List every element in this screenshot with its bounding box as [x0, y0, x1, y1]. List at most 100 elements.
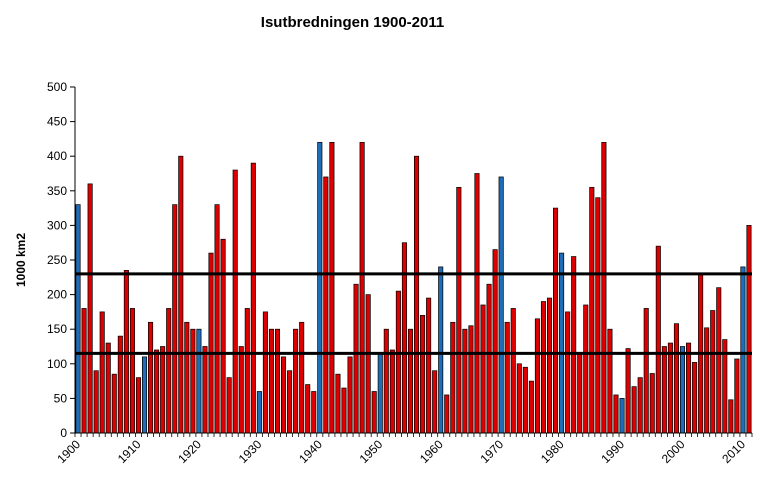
- bar-1958: [426, 297, 432, 434]
- bar-1923: [214, 204, 220, 434]
- bar-1964: [462, 328, 468, 434]
- bar-1934: [281, 356, 287, 434]
- bar-1922: [208, 252, 214, 434]
- bar-1937: [299, 321, 305, 434]
- bar-1949: [371, 391, 377, 434]
- bar-1907: [117, 335, 123, 434]
- bar-1943: [335, 373, 341, 434]
- bar-1978: [546, 297, 553, 434]
- bar-1900: [75, 204, 81, 434]
- y-tick-label: 200: [47, 288, 67, 302]
- bar-2009: [734, 358, 740, 434]
- bar-1980: [559, 252, 565, 434]
- bar-1954: [401, 242, 407, 434]
- bar-1995: [649, 373, 655, 434]
- bar-1976: [534, 318, 540, 434]
- bar-1965: [468, 325, 474, 434]
- bar-1968: [486, 283, 492, 434]
- bar-1946: [353, 283, 359, 434]
- bar-1935: [287, 370, 293, 434]
- bar-1917: [178, 155, 184, 434]
- bar-1926: [232, 169, 238, 434]
- bar-1910: [135, 377, 141, 434]
- x-tick-label: 1910: [115, 437, 144, 466]
- bar-1988: [607, 328, 613, 434]
- y-tick-label: 250: [47, 253, 67, 267]
- y-tick-label: 450: [47, 115, 67, 129]
- bar-1920: [196, 328, 202, 434]
- bar-1929: [250, 162, 256, 434]
- bar-1959: [432, 370, 438, 434]
- x-tick-label: 1900: [54, 437, 83, 466]
- bar-2001: [686, 342, 692, 434]
- bar-1952: [389, 349, 395, 434]
- bar-1992: [631, 386, 637, 434]
- bar-1973: [516, 363, 522, 434]
- bar-1951: [383, 328, 389, 434]
- bar-1918: [184, 321, 190, 434]
- bar-1927: [238, 346, 244, 434]
- bar-1987: [601, 142, 607, 434]
- x-tick-label: 2000: [659, 437, 688, 466]
- y-tick-label: 50: [54, 391, 68, 405]
- bar-1906: [111, 373, 117, 434]
- bar-1925: [226, 377, 232, 434]
- y-tick-label: 350: [47, 184, 67, 198]
- bar-1972: [510, 308, 516, 434]
- y-tick-label: 100: [47, 357, 67, 371]
- bar-1997: [661, 346, 667, 434]
- bar-1915: [166, 308, 172, 434]
- x-tick-label: 1970: [477, 437, 506, 466]
- bar-1903: [93, 370, 99, 434]
- bar-2006: [716, 287, 722, 434]
- x-axis-ticks: 1900 1910 1920 1930 1940 1950 1960 1970 1980 1990…: [54, 433, 753, 466]
- bar-2011: [746, 225, 752, 434]
- bar-1991: [625, 348, 631, 434]
- bar-1914: [160, 346, 166, 434]
- bar-2008: [728, 399, 734, 434]
- bar-1984: [583, 304, 589, 434]
- bar-1983: [577, 353, 583, 434]
- y-axis-ticks: 0 50 100 150 200 250 300 350 400 450 500: [47, 80, 75, 440]
- bar-1945: [347, 356, 353, 434]
- bar-1911: [141, 356, 148, 434]
- bar-1902: [87, 183, 93, 434]
- bar-1971: [504, 321, 510, 434]
- x-tick-label: 1940: [296, 437, 325, 466]
- bar-1930: [256, 391, 262, 434]
- bar-1967: [480, 304, 486, 434]
- bar-1948: [365, 294, 371, 434]
- bar-1989: [613, 394, 619, 434]
- bar-1998: [667, 342, 673, 434]
- bar-1939: [311, 391, 317, 434]
- x-tick-label: 1980: [538, 437, 567, 466]
- bar-1916: [172, 204, 178, 434]
- bar-1941: [323, 176, 329, 434]
- bar-1905: [105, 342, 111, 434]
- reference-lines: [75, 272, 752, 355]
- bar-1994: [643, 308, 649, 434]
- bar-1990: [619, 398, 625, 434]
- bar-1947: [359, 142, 365, 434]
- bar-1955: [407, 328, 413, 434]
- y-tick-label: 300: [47, 218, 67, 232]
- bar-1977: [540, 301, 546, 434]
- bar-2002: [692, 362, 698, 434]
- bar-1975: [528, 380, 534, 434]
- bar-1985: [589, 186, 595, 434]
- bar-1993: [637, 377, 643, 434]
- bar-1924: [220, 238, 226, 434]
- bar-1904: [99, 311, 105, 434]
- bar-1912: [148, 321, 154, 434]
- bar-1970: [498, 176, 504, 434]
- bar-1969: [492, 249, 498, 434]
- chart-title: Isutbredningen 1900-2011: [260, 14, 445, 31]
- x-tick-label: 1950: [357, 437, 386, 466]
- bar-1940: [317, 142, 323, 434]
- y-tick-label: 150: [47, 322, 67, 336]
- x-tick-label: 1930: [236, 437, 265, 466]
- bar-series: [75, 142, 752, 434]
- bar-1986: [595, 197, 601, 434]
- bar-1953: [395, 290, 401, 434]
